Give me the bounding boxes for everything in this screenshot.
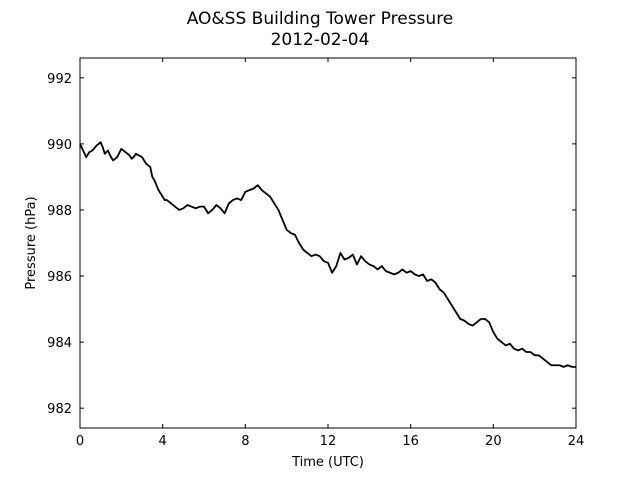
y-tick-label: 984	[47, 336, 72, 351]
x-tick-label: 0	[76, 434, 84, 449]
x-tick-label: 24	[568, 434, 585, 449]
plot-frame	[79, 57, 577, 429]
x-tick-label: 4	[159, 434, 167, 449]
chart-subtitle: 2012-02-04	[271, 30, 370, 50]
x-tick-label: 20	[485, 434, 502, 449]
x-tick-label: 8	[241, 434, 249, 449]
x-tick-label: 16	[402, 434, 419, 449]
x-axis-label: Time (UTC)	[291, 455, 364, 470]
x-tick-label: 12	[320, 434, 337, 449]
y-tick-label: 982	[47, 402, 72, 417]
series-layer	[79, 141, 576, 368]
pressure-series-line	[79, 141, 576, 368]
y-tick-label: 990	[47, 138, 72, 153]
chart-title: AO&SS Building Tower Pressure	[187, 9, 454, 29]
y-tick-label: 986	[47, 270, 72, 285]
axis-ticks: 0 4 8 12 16 20 24 982 984 986 988 990 992	[47, 58, 584, 449]
y-tick-label: 992	[47, 72, 72, 87]
y-tick-label: 988	[47, 204, 72, 219]
y-axis-label: Pressure (hPa)	[24, 196, 39, 289]
